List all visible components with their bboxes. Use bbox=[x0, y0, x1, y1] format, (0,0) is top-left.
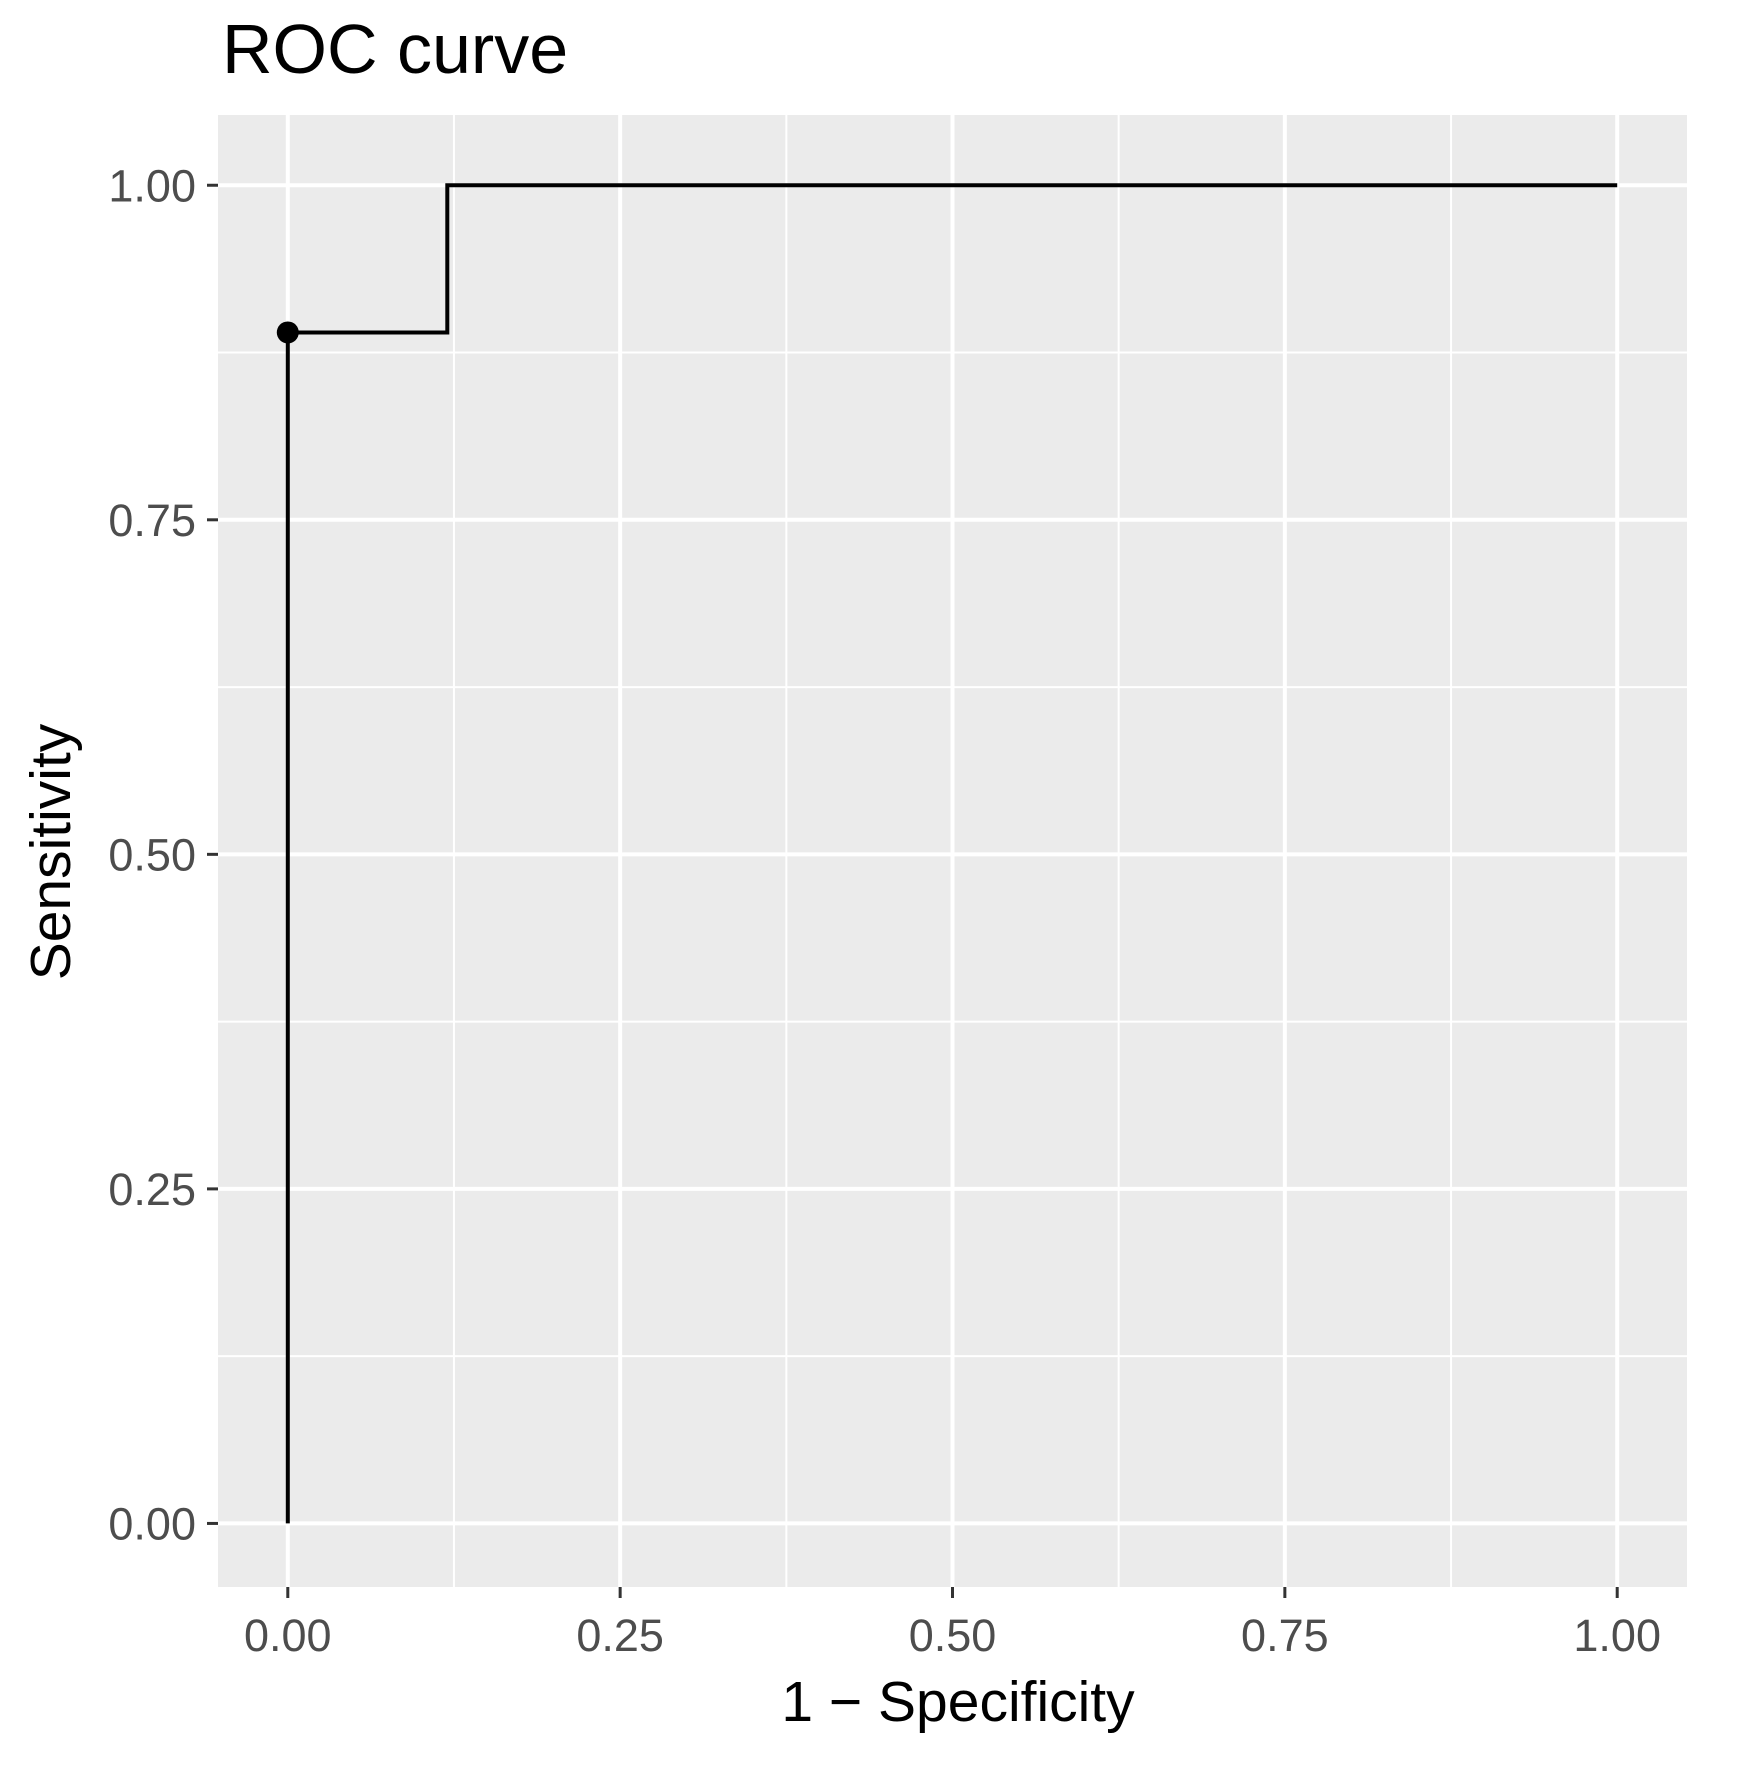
x-axis-title: 1 − Specificity bbox=[781, 1670, 1135, 1734]
y-tick-label: 0.50 bbox=[108, 829, 196, 880]
y-tick-label: 1.00 bbox=[108, 160, 196, 211]
y-tick-label: 0.75 bbox=[108, 495, 196, 546]
axis-ticks bbox=[207, 183, 1619, 1598]
x-tick-label: 0.50 bbox=[909, 1610, 997, 1661]
y-axis-tick-labels: 0.00 0.25 0.50 0.75 1.00 bbox=[108, 160, 196, 1549]
series-layer bbox=[276, 183, 1618, 1524]
roc-point bbox=[276, 321, 299, 344]
x-tick-label: 0.25 bbox=[576, 1610, 664, 1661]
x-tick-label: 1.00 bbox=[1573, 1610, 1661, 1661]
y-axis-title: Sensitivity bbox=[19, 723, 83, 980]
y-tick-label: 0.00 bbox=[108, 1498, 196, 1549]
roc-curve-line bbox=[285, 183, 1618, 1524]
x-axis-tick-labels: 0.00 0.25 0.50 0.75 1.00 bbox=[244, 1610, 1661, 1661]
x-tick-label: 0.00 bbox=[244, 1610, 332, 1661]
chart-title: ROC curve bbox=[222, 10, 568, 88]
y-tick-label: 0.25 bbox=[108, 1164, 196, 1215]
x-tick-label: 0.75 bbox=[1241, 1610, 1329, 1661]
